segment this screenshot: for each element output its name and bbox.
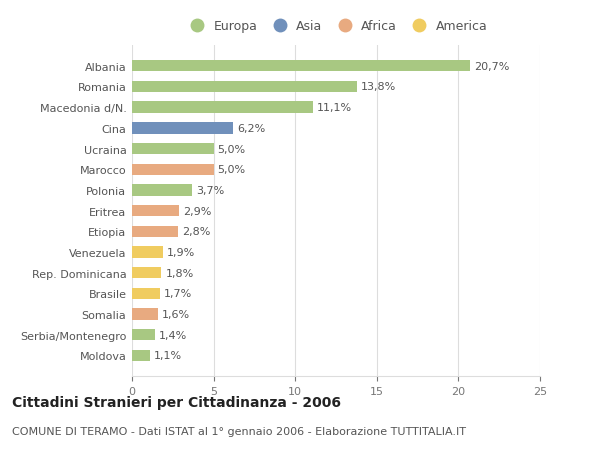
Bar [132, 206, 179, 217]
Legend: Europa, Asia, Africa, America: Europa, Asia, Africa, America [185, 20, 487, 33]
Bar [132, 268, 161, 279]
Bar [132, 102, 313, 113]
Text: 2,9%: 2,9% [184, 206, 212, 216]
Bar [132, 247, 163, 258]
Bar [132, 350, 150, 361]
Text: 5,0%: 5,0% [218, 144, 246, 154]
Bar [132, 144, 214, 155]
Text: 2,8%: 2,8% [182, 227, 210, 237]
Bar [132, 82, 357, 93]
Text: 5,0%: 5,0% [218, 165, 246, 175]
Bar [132, 226, 178, 237]
Text: 1,1%: 1,1% [154, 351, 182, 361]
Bar [132, 309, 158, 320]
Text: 1,9%: 1,9% [167, 247, 196, 257]
Text: COMUNE DI TERAMO - Dati ISTAT al 1° gennaio 2006 - Elaborazione TUTTITALIA.IT: COMUNE DI TERAMO - Dati ISTAT al 1° genn… [12, 426, 466, 436]
Text: 13,8%: 13,8% [361, 82, 397, 92]
Bar [132, 288, 160, 299]
Text: 11,1%: 11,1% [317, 103, 352, 113]
Bar [132, 164, 214, 175]
Bar [132, 61, 470, 72]
Text: 3,7%: 3,7% [196, 185, 225, 196]
Bar [132, 123, 233, 134]
Text: 1,4%: 1,4% [159, 330, 187, 340]
Text: Cittadini Stranieri per Cittadinanza - 2006: Cittadini Stranieri per Cittadinanza - 2… [12, 395, 341, 409]
Text: 1,8%: 1,8% [166, 268, 194, 278]
Text: 1,7%: 1,7% [164, 289, 192, 299]
Text: 20,7%: 20,7% [474, 62, 509, 72]
Text: 6,2%: 6,2% [237, 123, 266, 134]
Bar [132, 185, 193, 196]
Bar [132, 330, 155, 341]
Text: 1,6%: 1,6% [162, 309, 190, 319]
